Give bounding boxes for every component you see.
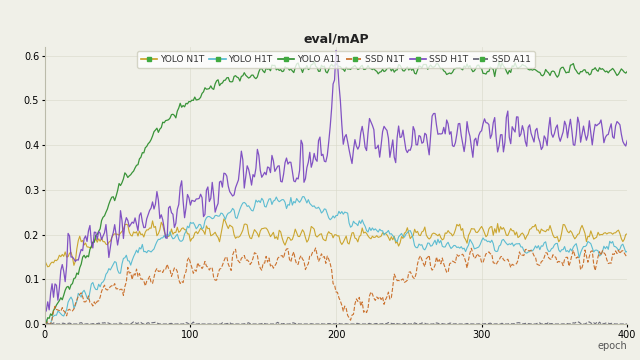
SSD A11 <box>333 321 341 326</box>
YOLO N1T <box>220 217 228 221</box>
SSD A11 <box>468 322 476 326</box>
SSD N1T <box>362 308 369 312</box>
Line: YOLO N1T: YOLO N1T <box>45 219 627 267</box>
YOLO N1T <box>337 240 344 244</box>
SSD N1T <box>335 296 343 300</box>
YOLO A11 <box>251 75 259 80</box>
YOLO H1T <box>363 229 371 233</box>
YOLO H1T <box>623 249 631 253</box>
YOLO N1T <box>623 231 631 236</box>
SSD H1T <box>332 48 340 53</box>
YOLO H1T <box>41 319 49 324</box>
Title: eval/mAP: eval/mAP <box>303 33 369 46</box>
SSD A11 <box>623 322 631 326</box>
Line: YOLO H1T: YOLO H1T <box>45 197 627 324</box>
SSD H1T <box>41 311 49 315</box>
YOLO A11 <box>362 67 369 72</box>
SSD A11 <box>116 321 124 325</box>
YOLO H1T <box>415 242 423 246</box>
SSD H1T <box>251 175 259 179</box>
SSD A11 <box>251 322 259 326</box>
YOLO A11 <box>310 59 318 63</box>
YOLO A11 <box>413 68 421 72</box>
SSD A11 <box>412 321 420 326</box>
SSD N1T <box>251 251 259 255</box>
SSD N1T <box>116 287 124 292</box>
Line: SSD A11: SSD A11 <box>45 322 627 324</box>
YOLO N1T <box>44 265 52 269</box>
SSD H1T <box>335 82 343 86</box>
Line: SSD H1T: SSD H1T <box>45 50 627 313</box>
YOLO H1T <box>337 212 344 216</box>
YOLO H1T <box>118 262 126 266</box>
SSD A11 <box>41 322 49 326</box>
Legend: YOLO N1T, YOLO H1T, YOLO A11, SSD N1T, SSD H1T, SSD A11: YOLO N1T, YOLO H1T, YOLO A11, SSD N1T, S… <box>137 51 535 68</box>
SSD N1T <box>469 252 477 256</box>
Line: YOLO A11: YOLO A11 <box>45 61 627 324</box>
SSD H1T <box>362 145 369 149</box>
SSD N1T <box>413 262 421 266</box>
YOLO H1T <box>470 247 478 251</box>
SSD H1T <box>116 208 124 213</box>
SSD A11 <box>360 322 367 326</box>
YOLO N1T <box>253 231 261 236</box>
YOLO N1T <box>470 227 478 231</box>
SSD N1T <box>312 246 319 250</box>
YOLO N1T <box>415 233 423 237</box>
SSD A11 <box>574 320 582 324</box>
YOLO N1T <box>363 231 371 235</box>
YOLO A11 <box>41 321 49 326</box>
X-axis label: epoch: epoch <box>598 341 627 351</box>
SSD H1T <box>623 138 631 143</box>
YOLO H1T <box>44 322 52 326</box>
YOLO A11 <box>335 64 343 69</box>
YOLO N1T <box>41 258 49 262</box>
SSD N1T <box>41 322 49 326</box>
YOLO H1T <box>300 194 308 199</box>
YOLO A11 <box>116 183 124 188</box>
SSD N1T <box>623 255 631 259</box>
SSD H1T <box>469 155 477 159</box>
YOLO A11 <box>623 69 631 74</box>
YOLO N1T <box>118 229 126 234</box>
SSD H1T <box>413 143 421 147</box>
Line: SSD N1T: SSD N1T <box>45 248 627 324</box>
YOLO A11 <box>469 69 477 74</box>
YOLO H1T <box>252 198 260 202</box>
